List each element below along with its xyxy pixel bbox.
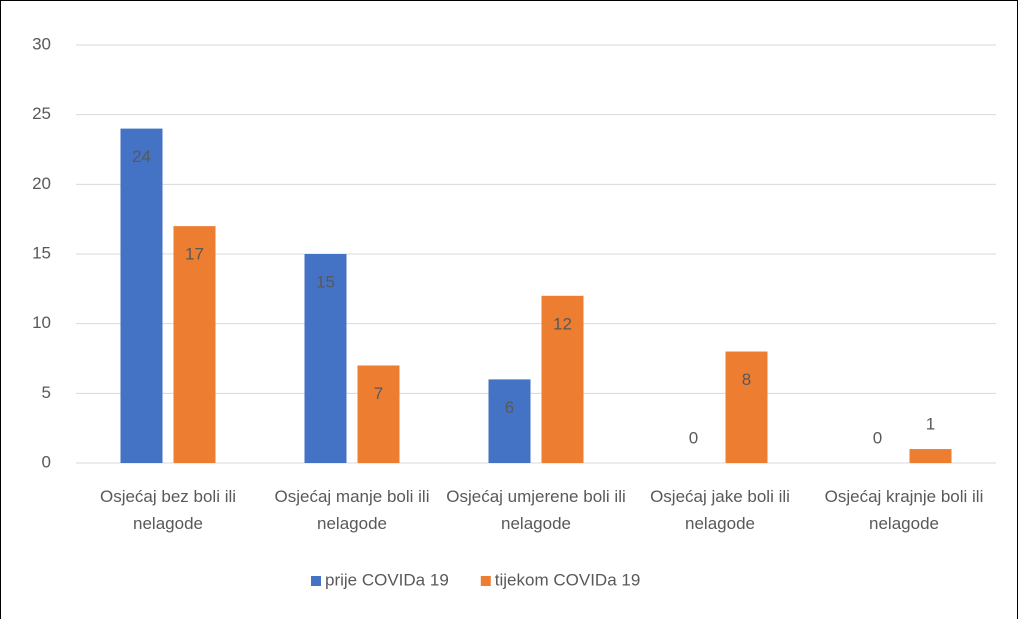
data-label: 24 — [132, 147, 151, 166]
data-label: 8 — [742, 370, 751, 389]
x-tick-label: Osjećaj krajnje boli ili nelagode — [824, 487, 984, 533]
legend-swatch — [480, 576, 491, 586]
x-tick-label: Osjećaj umjerene boli ili nelagode — [446, 487, 626, 533]
y-tick-label: 25 — [32, 104, 51, 123]
data-label: 12 — [553, 314, 572, 333]
y-tick-label: 10 — [32, 313, 51, 332]
data-label: 7 — [374, 384, 383, 403]
data-label: 6 — [505, 398, 514, 417]
data-label: 15 — [316, 272, 335, 291]
bar — [725, 351, 768, 463]
bar — [909, 449, 952, 463]
legend-label: tijekom COVIDa 19 — [495, 570, 641, 589]
bar — [304, 254, 347, 463]
x-tick-label: Osjećaj jake boli ili nelagode — [650, 487, 790, 533]
y-tick-label: 15 — [32, 243, 51, 262]
bar — [120, 128, 163, 463]
y-tick-label: 30 — [32, 34, 51, 53]
x-tick-label: Osjećaj bez boli ili nelagode — [99, 487, 237, 533]
bar — [541, 295, 584, 463]
data-label: 0 — [689, 428, 698, 447]
y-tick-label: 20 — [32, 174, 51, 193]
bar — [173, 226, 216, 463]
y-tick-label: 0 — [42, 452, 51, 471]
data-label: 17 — [185, 245, 204, 264]
x-tick-label: Osjećaj manje boli ili nelagode — [274, 487, 430, 533]
bar — [357, 365, 400, 463]
bar — [488, 379, 531, 463]
data-label: 1 — [926, 415, 935, 434]
legend-label: prije COVIDa 19 — [325, 570, 449, 589]
y-tick-label: 5 — [42, 383, 51, 402]
data-label: 0 — [873, 428, 882, 447]
legend-swatch — [311, 576, 321, 586]
